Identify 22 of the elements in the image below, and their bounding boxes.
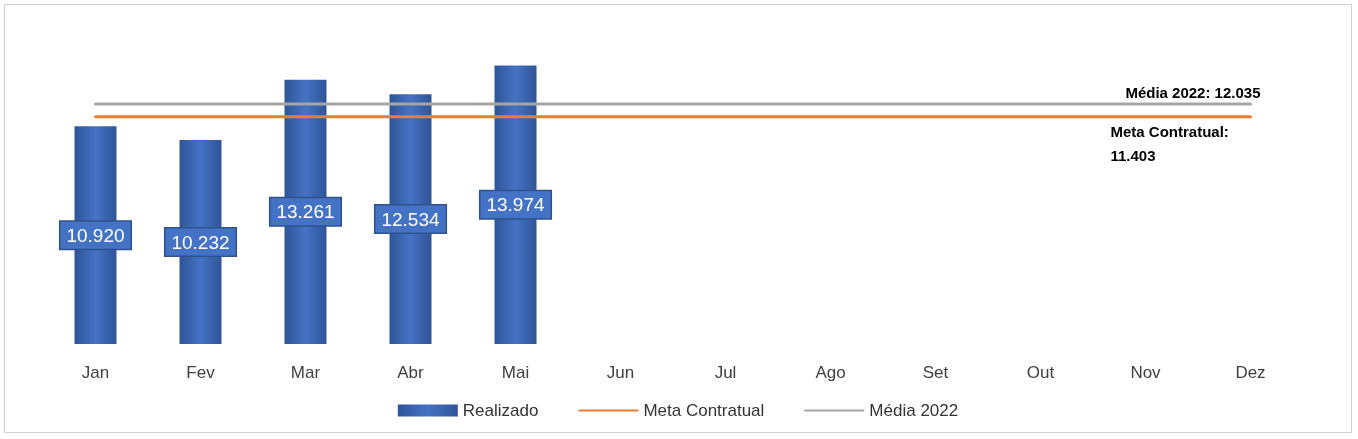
x-tick-label: Jan [81, 363, 110, 382]
x-tick-label: Jul [714, 363, 737, 382]
data-label: 10.920 [66, 224, 125, 246]
data-label: 10.232 [171, 231, 230, 253]
x-tick-label: Ago [815, 363, 846, 382]
data-label: 13.261 [276, 201, 335, 223]
x-tick-label: Nov [1130, 363, 1162, 382]
legend-label: Média 2022 [869, 401, 959, 420]
annotation: Média 2022: 12.035 [1125, 84, 1261, 102]
legend-label: Meta Contratual [643, 401, 765, 420]
annotation: Meta Contratual: 11.403 [1110, 123, 1234, 165]
x-tick-label: Dez [1235, 363, 1266, 382]
x-tick-label: Out [1026, 363, 1055, 382]
x-tick-label: Set [922, 363, 949, 382]
x-tick-label: Jun [606, 363, 635, 382]
x-tick-label: Mar [290, 363, 321, 382]
x-tick-label: Abr [397, 363, 425, 382]
data-label: 12.534 [381, 208, 440, 230]
x-tick-label: Fev [186, 363, 216, 382]
legend-label: Realizado [462, 401, 539, 420]
data-label: 13.974 [486, 194, 545, 216]
x-tick-label: Mai [501, 363, 530, 382]
